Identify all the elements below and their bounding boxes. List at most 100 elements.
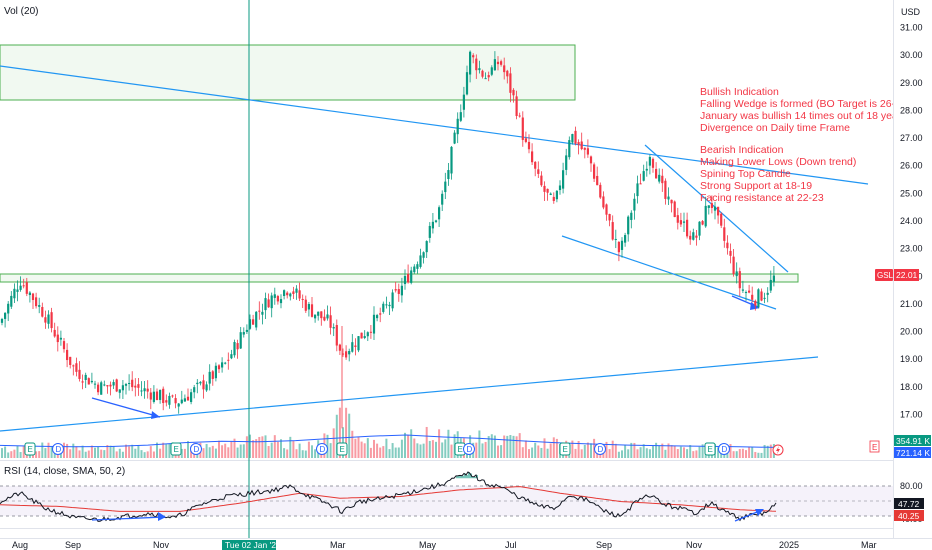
candle-body[interactable] (599, 184, 602, 198)
candle-body[interactable] (769, 279, 772, 291)
candle-body[interactable] (484, 78, 487, 80)
earnings-badge-icon[interactable] (704, 442, 716, 456)
candle-body[interactable] (131, 379, 134, 388)
candle-body[interactable] (242, 332, 245, 335)
candle-body[interactable] (28, 292, 31, 296)
candle-body[interactable] (97, 384, 100, 393)
candle-body[interactable] (22, 285, 25, 287)
candle-body[interactable] (416, 264, 419, 269)
candle-body[interactable] (357, 336, 360, 351)
candle-body[interactable] (410, 270, 413, 283)
candle-body[interactable] (475, 58, 478, 71)
candle-body[interactable] (93, 383, 97, 385)
candle-body[interactable] (217, 365, 221, 370)
candle-body[interactable] (710, 203, 713, 208)
candle-body[interactable] (645, 168, 648, 171)
candle-body[interactable] (531, 151, 534, 163)
candle-body[interactable] (354, 345, 357, 347)
candle-body[interactable] (255, 311, 258, 328)
candle-body[interactable] (425, 241, 428, 253)
candle-body[interactable] (286, 292, 289, 296)
candle-body[interactable] (611, 222, 614, 240)
candle-body[interactable] (701, 221, 704, 225)
candle-body[interactable] (487, 75, 490, 78)
candle-body[interactable] (258, 310, 261, 312)
earnings-upcoming-icon[interactable] (869, 440, 880, 453)
candle-body[interactable] (658, 174, 661, 182)
candle-body[interactable] (744, 292, 748, 294)
candle-body[interactable] (636, 183, 639, 197)
candles[interactable] (0, 50, 775, 429)
candle-body[interactable] (434, 220, 438, 222)
candle-body[interactable] (360, 332, 363, 339)
candle-body[interactable] (469, 51, 472, 75)
candle-body[interactable] (385, 304, 388, 306)
candle-body[interactable] (580, 141, 583, 150)
candle-body[interactable] (261, 311, 264, 315)
candle-body[interactable] (41, 306, 44, 317)
candle-body[interactable] (558, 185, 562, 191)
candle-body[interactable] (527, 141, 531, 150)
candle-body[interactable] (230, 354, 233, 359)
candle-body[interactable] (562, 170, 565, 189)
candle-body[interactable] (239, 332, 242, 349)
candle-body[interactable] (165, 400, 168, 403)
candle-body[interactable] (124, 383, 128, 386)
candle-body[interactable] (493, 59, 496, 71)
candle-body[interactable] (670, 199, 673, 204)
candle-body[interactable] (624, 235, 627, 243)
earnings-badge-icon[interactable] (559, 442, 571, 456)
candle-body[interactable] (673, 201, 676, 218)
candle-body[interactable] (453, 132, 456, 144)
rsi-indicator-label[interactable]: RSI (14, close, SMA, 50, 2) (4, 466, 125, 477)
candle-body[interactable] (205, 384, 208, 391)
candle-body[interactable] (772, 275, 775, 282)
candle-body[interactable] (31, 293, 35, 300)
candle-body[interactable] (450, 146, 453, 174)
candle-body[interactable] (379, 313, 382, 315)
divergence-arrow-rsi-1[interactable] (91, 516, 166, 521)
candle-body[interactable] (682, 221, 686, 223)
candle-body[interactable] (267, 299, 270, 308)
candle-body[interactable] (335, 325, 338, 346)
candle-body[interactable] (407, 274, 410, 283)
candle-body[interactable] (633, 198, 636, 211)
candle-body[interactable] (351, 342, 354, 352)
candle-body[interactable] (59, 337, 62, 340)
candle-body[interactable] (422, 252, 425, 258)
candle-body[interactable] (608, 213, 611, 221)
dividend-badge-icon[interactable] (52, 443, 64, 455)
candle-body[interactable] (738, 271, 741, 289)
candle-body[interactable] (168, 395, 171, 405)
candle-body[interactable] (56, 334, 59, 343)
candle-body[interactable] (221, 362, 224, 368)
candle-body[interactable] (236, 343, 239, 350)
candle-body[interactable] (713, 206, 717, 211)
dividend-badge-icon[interactable] (316, 443, 328, 455)
candle-body[interactable] (4, 312, 7, 319)
candle-body[interactable] (84, 374, 87, 380)
candle-body[interactable] (546, 188, 549, 193)
candle-body[interactable] (121, 385, 124, 391)
candle-body[interactable] (704, 205, 707, 227)
candle-body[interactable] (751, 294, 754, 300)
candle-body[interactable] (118, 389, 121, 393)
candle-body[interactable] (555, 190, 558, 200)
candle-body[interactable] (307, 303, 310, 310)
candle-body[interactable] (264, 298, 267, 311)
candle-body[interactable] (754, 300, 757, 306)
candle-body[interactable] (270, 295, 273, 309)
candle-body[interactable] (676, 215, 679, 223)
candle-body[interactable] (506, 70, 509, 77)
candle-body[interactable] (363, 336, 366, 339)
candle-body[interactable] (152, 391, 155, 402)
candle-body[interactable] (540, 175, 543, 186)
candle-body[interactable] (400, 285, 403, 296)
candle-body[interactable] (431, 221, 434, 229)
candle-body[interactable] (741, 289, 744, 291)
candle-body[interactable] (552, 196, 555, 201)
candle-body[interactable] (707, 205, 710, 208)
candle-body[interactable] (348, 350, 351, 355)
